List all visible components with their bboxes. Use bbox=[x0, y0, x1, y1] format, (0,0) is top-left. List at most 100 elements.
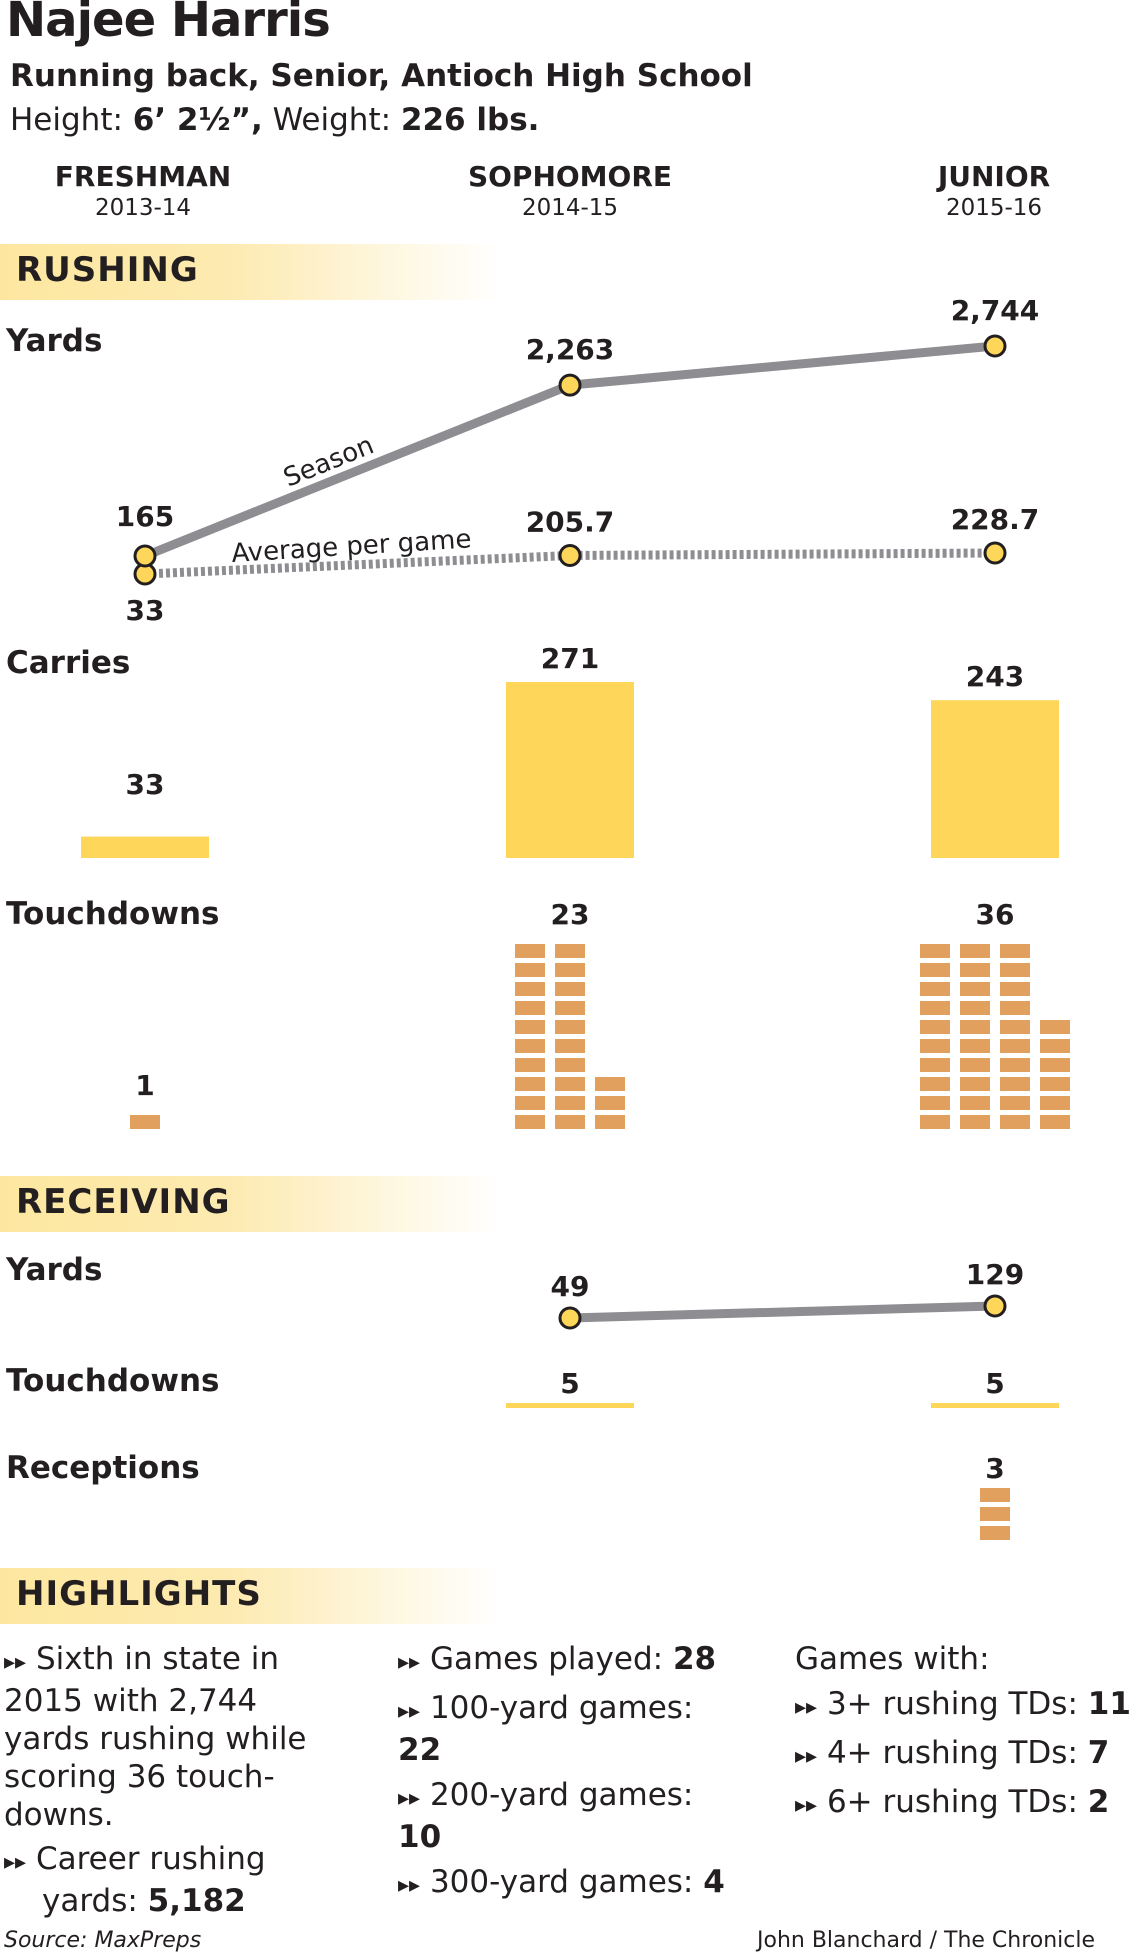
season-point bbox=[558, 373, 582, 397]
td-block bbox=[960, 1077, 990, 1091]
highlight-text: Games played: bbox=[429, 1641, 673, 1677]
highlights-col2: ▸▸ Games played: 28 ▸▸ 100-yard games: 2… bbox=[398, 1640, 738, 1905]
td-block bbox=[555, 982, 585, 996]
double-arrow-icon: ▸▸ bbox=[398, 1699, 421, 1724]
highlight-text: 200-yard games: bbox=[429, 1777, 694, 1813]
td-block bbox=[1000, 1001, 1030, 1015]
season-name-freshman: FRESHMAN bbox=[54, 160, 232, 193]
highlights-heading: HIGHLIGHTS bbox=[16, 1574, 262, 1614]
highlight-text: 300-yard games: bbox=[429, 1864, 704, 1900]
td-block bbox=[1000, 1020, 1030, 1034]
credit-note: John Blanchard / The Chronicle bbox=[757, 1928, 1096, 1953]
highlight-item: ▸▸ 6+ rushing TDs: 2 bbox=[795, 1783, 1135, 1825]
td-block bbox=[555, 1001, 585, 1015]
reception-block bbox=[980, 1526, 1010, 1540]
rec-td-value-label: 5 bbox=[560, 1367, 579, 1400]
rec-td-bar bbox=[506, 1403, 634, 1408]
highlight-line: downs. bbox=[4, 1797, 114, 1833]
season-value-label: 165 bbox=[116, 500, 174, 533]
rush-yards-label: Yards bbox=[6, 323, 103, 359]
highlight-value: 2 bbox=[1087, 1784, 1110, 1820]
avg-value-label: 205.7 bbox=[526, 505, 615, 538]
td-block bbox=[1040, 1096, 1070, 1110]
double-arrow-icon: ▸▸ bbox=[398, 1786, 421, 1811]
rec-yards-value-label: 49 bbox=[551, 1270, 590, 1303]
td-block bbox=[1000, 1115, 1030, 1129]
td-block bbox=[515, 1077, 545, 1091]
highlight-item: ▸▸ 3+ rushing TDs: 11 bbox=[795, 1685, 1135, 1727]
td-block bbox=[130, 1115, 160, 1129]
highlight-value: 4 bbox=[703, 1864, 725, 1900]
td-block bbox=[960, 1115, 990, 1129]
td-block bbox=[515, 1058, 545, 1072]
reception-block bbox=[980, 1507, 1010, 1521]
td-block bbox=[920, 1096, 950, 1110]
td-block bbox=[515, 982, 545, 996]
td-block bbox=[515, 963, 545, 977]
td-value-label: 1 bbox=[135, 1069, 154, 1102]
reception-block bbox=[980, 1488, 1010, 1502]
td-block bbox=[1000, 1096, 1030, 1110]
td-block bbox=[555, 1077, 585, 1091]
season-years-junior: 2015-16 bbox=[945, 195, 1043, 221]
double-arrow-icon: ▸▸ bbox=[4, 1650, 27, 1675]
highlight-line: Career rushing bbox=[35, 1841, 266, 1877]
td-block bbox=[960, 1001, 990, 1015]
rec-td-value-label: 5 bbox=[985, 1367, 1004, 1400]
highlight-value: 11 bbox=[1087, 1686, 1131, 1722]
td-block bbox=[1000, 1039, 1030, 1053]
weight-label: Weight: bbox=[272, 102, 392, 138]
td-block bbox=[1040, 1058, 1070, 1072]
highlights-col3: Games with: ▸▸ 3+ rushing TDs: 11 ▸▸ 4+ … bbox=[795, 1640, 1135, 1825]
double-arrow-icon: ▸▸ bbox=[795, 1744, 818, 1769]
highlight-item: ▸▸ 200-yard games: 10 bbox=[398, 1776, 738, 1856]
rec-yards-point bbox=[983, 1294, 1007, 1318]
height-weight: Height: 6’ 2½”, Weight: 226 lbs. bbox=[10, 102, 539, 138]
rush-td-label: Touchdowns bbox=[6, 896, 220, 932]
season-value-label: 2,744 bbox=[951, 294, 1040, 327]
avg-value-label: 228.7 bbox=[951, 503, 1040, 536]
td-block bbox=[1040, 1115, 1070, 1129]
highlight-text: 100-yard games: bbox=[429, 1690, 694, 1726]
avg-per-game-line bbox=[144, 548, 996, 579]
highlight-item: ▸▸ 100-yard games: 22 bbox=[398, 1689, 738, 1769]
td-block bbox=[960, 1058, 990, 1072]
td-block bbox=[920, 1039, 950, 1053]
td-block bbox=[920, 1001, 950, 1015]
highlight-text: 4+ rushing TDs: bbox=[826, 1735, 1088, 1771]
double-arrow-icon: ▸▸ bbox=[795, 1793, 818, 1818]
td-value-label: 36 bbox=[976, 898, 1015, 931]
source-note: Source: MaxPreps bbox=[4, 1928, 202, 1953]
rec-yards-label: Yards bbox=[6, 1252, 103, 1288]
highlight-item-state-rank: ▸▸ Sixth in state in 2015 with 2,744 yar… bbox=[4, 1640, 364, 1834]
carries-bar bbox=[81, 836, 209, 858]
td-block bbox=[595, 1115, 625, 1129]
rec-yards-value-label: 129 bbox=[966, 1258, 1024, 1291]
carries-bar bbox=[931, 700, 1059, 858]
season-years-sophomore: 2014-15 bbox=[521, 195, 619, 221]
highlight-value: 22 bbox=[398, 1732, 442, 1768]
rushing-heading: RUSHING bbox=[16, 250, 199, 290]
highlight-value: 10 bbox=[398, 1819, 442, 1855]
td-block bbox=[515, 1115, 545, 1129]
td-block bbox=[920, 1115, 950, 1129]
td-block bbox=[960, 982, 990, 996]
career-yards-value: 5,182 bbox=[147, 1883, 246, 1919]
carries-value-label: 243 bbox=[966, 660, 1024, 693]
td-block bbox=[555, 1039, 585, 1053]
td-block bbox=[1000, 982, 1030, 996]
td-block bbox=[555, 1058, 585, 1072]
td-block bbox=[1000, 1058, 1030, 1072]
season-years-freshman: 2013-14 bbox=[94, 195, 192, 221]
td-block bbox=[920, 944, 950, 958]
highlight-value: 7 bbox=[1087, 1735, 1110, 1771]
games-with-title: Games with: bbox=[795, 1641, 990, 1677]
height-value: 6’ 2½”, bbox=[132, 102, 263, 138]
highlight-item: ▸▸ Games played: 28 bbox=[398, 1640, 738, 1682]
td-block bbox=[920, 982, 950, 996]
td-block bbox=[920, 1058, 950, 1072]
season-point bbox=[983, 334, 1007, 358]
carries-label: Carries bbox=[6, 645, 131, 681]
subtitle: Running back, Senior, Antioch High Schoo… bbox=[10, 58, 753, 94]
